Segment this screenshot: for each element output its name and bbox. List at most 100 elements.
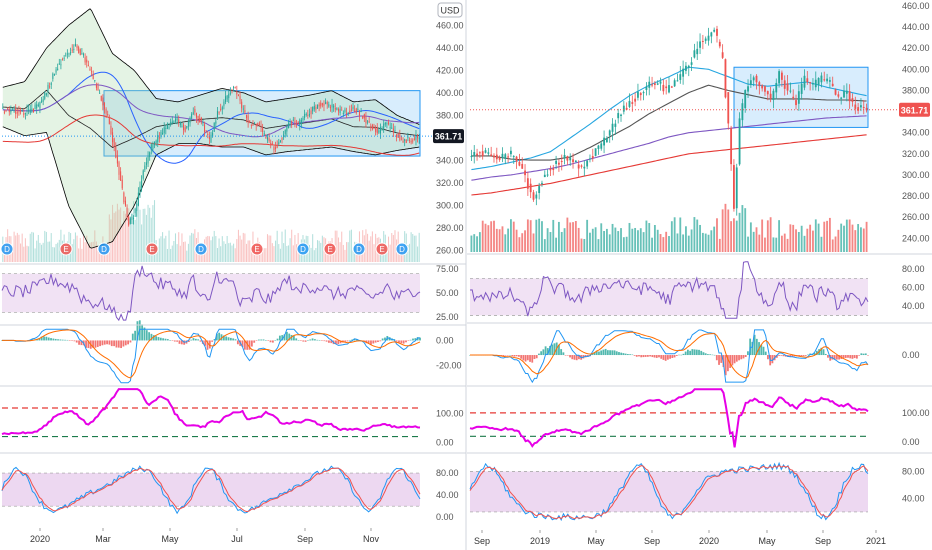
candle-body <box>473 152 476 157</box>
left-stoch-panel[interactable] <box>1 465 421 515</box>
volume-bar <box>124 213 126 262</box>
volume-bar <box>263 248 265 262</box>
macd-histogram-bar <box>115 340 118 348</box>
candle-body <box>20 110 22 112</box>
candle-body <box>766 91 769 95</box>
macd-histogram-bar <box>693 349 696 356</box>
left-date-axis: 2020 Mar May Jul Sep Nov <box>30 528 379 544</box>
candle-body <box>716 28 718 36</box>
candle-body <box>260 125 262 127</box>
candle-body <box>61 59 64 61</box>
macd-histogram-bar <box>101 340 104 346</box>
candle-body <box>225 96 227 102</box>
volume-bar <box>187 243 189 262</box>
macd-histogram-bar <box>689 350 692 356</box>
volume-bar <box>163 238 165 262</box>
candle-body <box>378 130 380 133</box>
right-macd-panel[interactable] <box>469 329 869 384</box>
volume-bar <box>569 222 572 252</box>
price-tick-label: 440.00 <box>902 22 930 32</box>
right-price-panel[interactable] <box>470 25 898 252</box>
volume-bar <box>484 223 487 252</box>
candle-body <box>89 68 91 71</box>
right-stoch-panel[interactable] <box>469 461 869 522</box>
event-marker-circle <box>395 242 409 256</box>
volume-bar <box>806 228 809 252</box>
candle-body <box>239 96 241 101</box>
left-price-panel[interactable] <box>2 8 432 262</box>
bollinger-lower-line <box>2 126 420 249</box>
volume-bar <box>29 233 31 262</box>
volume-bar <box>189 235 191 262</box>
candle-body <box>216 110 218 119</box>
volume-bar <box>18 234 20 262</box>
right-rsi-panel[interactable] <box>469 261 869 319</box>
candle-body <box>862 106 865 108</box>
moving-average-line-3 <box>471 115 867 181</box>
macd-histogram-bar <box>709 354 712 356</box>
volume-bar <box>31 231 33 262</box>
stoch-tick-label: 0.00 <box>436 512 454 522</box>
candle-body <box>153 141 156 146</box>
volume-bar <box>239 235 241 262</box>
volume-bar <box>241 239 243 262</box>
volume-bar <box>642 232 645 252</box>
event-marker-label: D <box>356 245 362 254</box>
macd-histogram-bar <box>274 340 277 341</box>
candle-body <box>580 165 583 167</box>
left-rsi-panel[interactable] <box>1 265 421 322</box>
volume-bar <box>78 248 80 262</box>
candle-body <box>865 107 868 111</box>
macd-histogram-bar <box>633 355 636 356</box>
volume-bar <box>772 237 775 252</box>
volume-bar <box>237 229 239 262</box>
volume-bar <box>49 241 51 262</box>
stoch-k-line <box>469 461 869 522</box>
macd-histogram-bar <box>591 353 594 356</box>
stoch-tick-label: 40.00 <box>436 490 459 500</box>
volume-bar <box>221 236 223 262</box>
volume-bar <box>279 248 281 262</box>
volume-bar <box>157 246 159 262</box>
candle-body <box>803 75 806 88</box>
left-macd-panel[interactable] <box>1 320 421 384</box>
volume-bar <box>741 205 744 252</box>
volume-bar <box>289 238 291 262</box>
volume-bar <box>94 230 96 262</box>
macd-histogram-bar <box>199 340 202 342</box>
macd-histogram-bar <box>204 340 207 346</box>
volume-bar <box>412 234 414 262</box>
cci-line <box>1 388 421 436</box>
macd-histogram-bar <box>297 340 300 341</box>
volume-bar <box>228 243 230 262</box>
candle-body <box>749 80 752 86</box>
candle-body <box>326 102 328 105</box>
candle-body <box>383 123 385 130</box>
left-cci-panel[interactable] <box>1 388 421 438</box>
candle-body <box>376 127 378 134</box>
right-cci-panel[interactable] <box>469 388 869 448</box>
candle-body <box>828 80 831 82</box>
macd-histogram-bar <box>311 338 314 341</box>
dividend-marker: D <box>395 242 409 256</box>
volume-bar <box>851 224 854 252</box>
price-tick-label: 420.00 <box>902 43 930 53</box>
macd-histogram-bar <box>518 355 520 357</box>
volume-bar <box>865 221 868 252</box>
macd-histogram-bar <box>562 352 565 356</box>
candle-body <box>721 52 724 58</box>
volume-bar <box>23 246 25 262</box>
volume-bar <box>682 234 685 252</box>
macd-histogram-bar <box>68 340 71 341</box>
candle-body <box>291 120 293 125</box>
volume-bar <box>392 235 394 262</box>
volume-bar <box>316 240 319 262</box>
volume-bar <box>139 209 141 262</box>
macd-histogram-bar <box>649 355 652 357</box>
candle-body <box>237 95 239 97</box>
currency-badge[interactable]: USD <box>437 2 463 18</box>
candle-body <box>11 109 14 111</box>
volume-bar <box>780 235 783 252</box>
macd-histogram-bar <box>120 340 122 349</box>
volume-bar <box>45 231 47 262</box>
